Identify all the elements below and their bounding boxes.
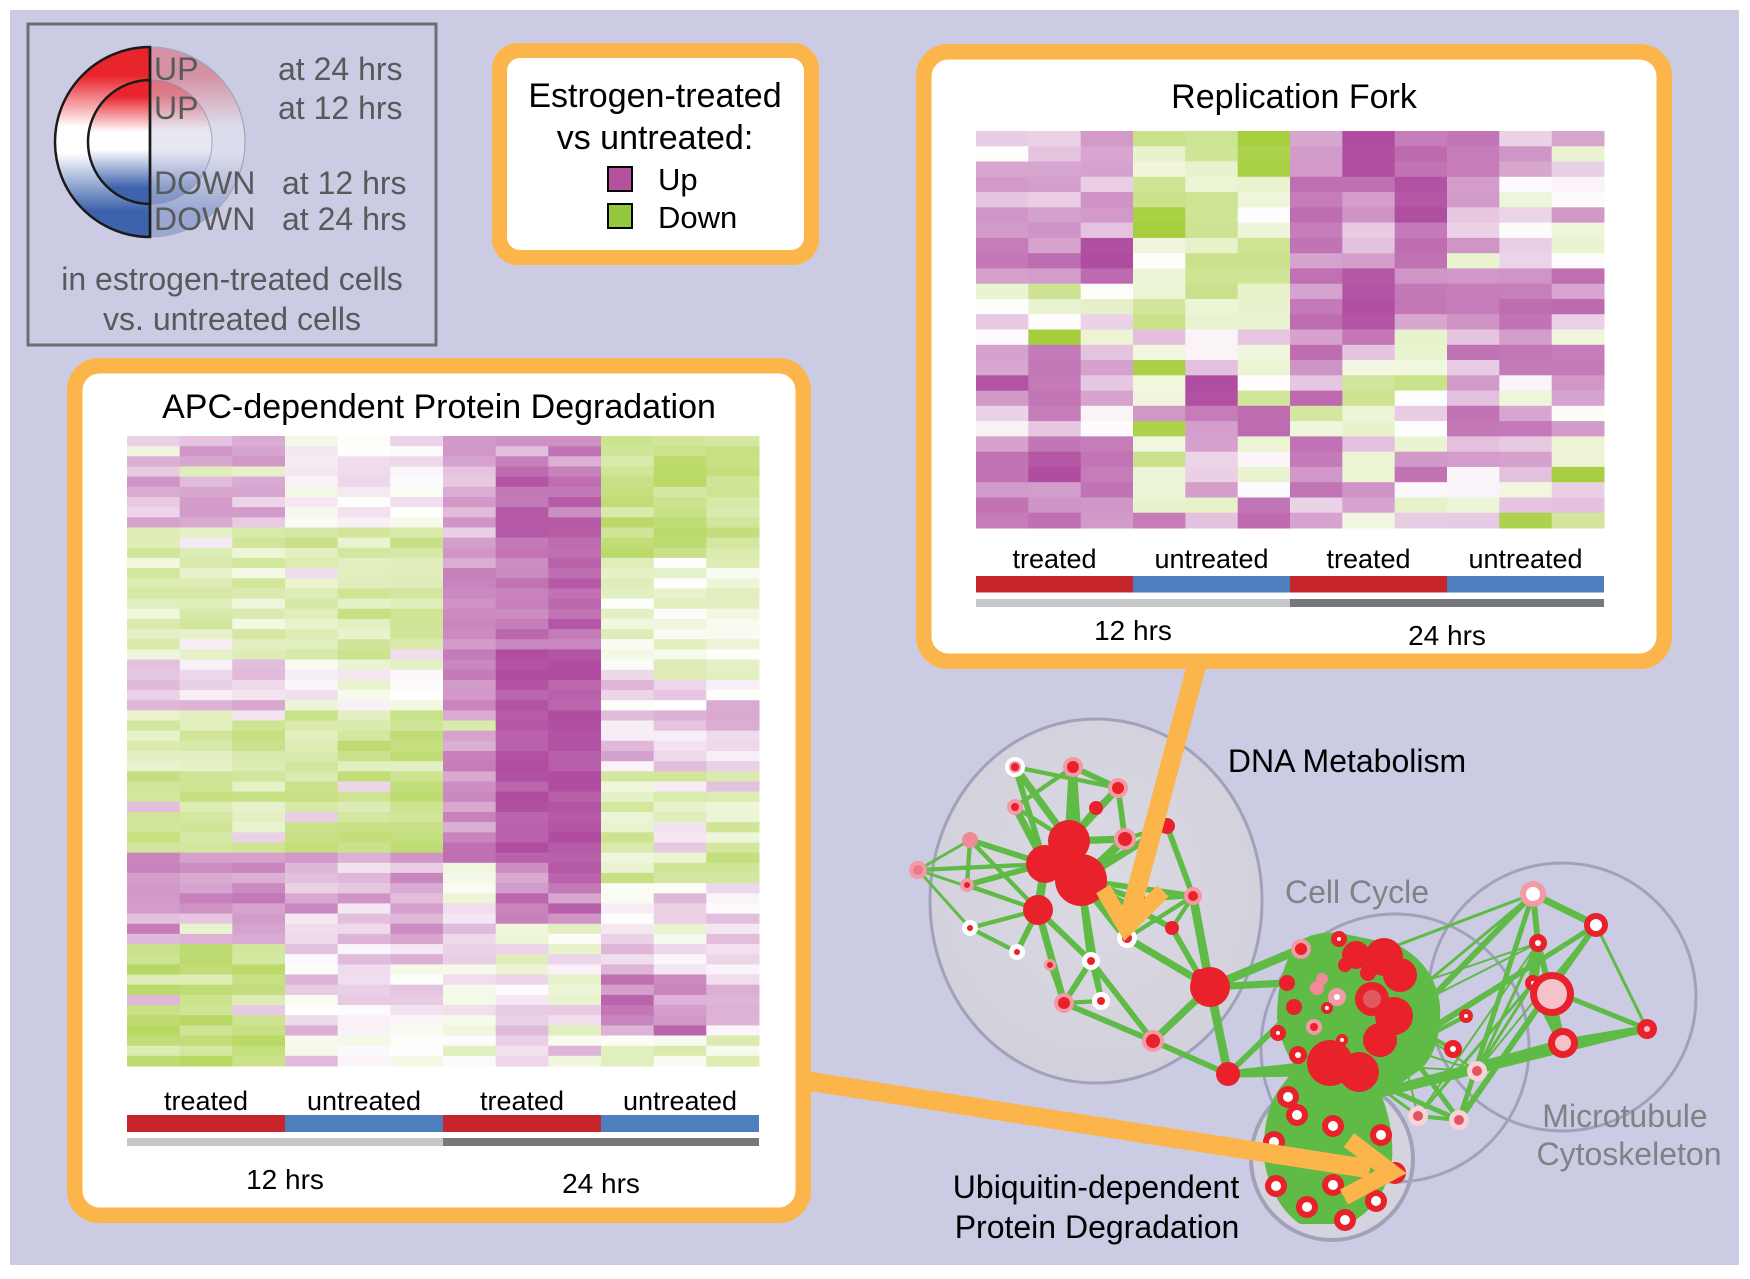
svg-text:UP: UP xyxy=(154,51,198,87)
svg-text:12 hrs: 12 hrs xyxy=(246,1164,324,1195)
svg-text:Microtubule: Microtubule xyxy=(1542,1098,1707,1134)
svg-text:untreated: untreated xyxy=(307,1086,421,1116)
svg-text:APC-dependent Protein Degradat: APC-dependent Protein Degradation xyxy=(162,388,716,426)
svg-text:Down: Down xyxy=(658,200,737,235)
svg-text:at 24 hrs: at 24 hrs xyxy=(278,51,403,87)
svg-text:treated: treated xyxy=(1326,544,1410,574)
svg-text:at 12 hrs: at 12 hrs xyxy=(282,165,407,201)
svg-text:treated: treated xyxy=(480,1086,564,1116)
svg-text:Protein Degradation: Protein Degradation xyxy=(955,1209,1240,1245)
svg-text:Replication Fork: Replication Fork xyxy=(1171,78,1418,116)
svg-text:vs untreated:: vs untreated: xyxy=(557,119,754,157)
svg-text:treated: treated xyxy=(1012,544,1096,574)
svg-text:Cytoskeleton: Cytoskeleton xyxy=(1537,1136,1722,1172)
svg-text:untreated: untreated xyxy=(1468,544,1582,574)
svg-text:24 hrs: 24 hrs xyxy=(1408,620,1486,651)
svg-text:at 12 hrs: at 12 hrs xyxy=(278,90,403,126)
svg-text:Estrogen-treated: Estrogen-treated xyxy=(528,77,781,115)
svg-text:12 hrs: 12 hrs xyxy=(1094,615,1172,646)
svg-text:UP: UP xyxy=(154,90,198,126)
svg-text:DOWN: DOWN xyxy=(154,165,255,201)
svg-text:in estrogen-treated cells: in estrogen-treated cells xyxy=(61,261,403,297)
svg-text:untreated: untreated xyxy=(623,1086,737,1116)
svg-text:at 24 hrs: at 24 hrs xyxy=(282,201,407,237)
svg-text:24 hrs: 24 hrs xyxy=(562,1168,640,1199)
svg-text:Up: Up xyxy=(658,162,698,197)
svg-text:DOWN: DOWN xyxy=(154,201,255,237)
svg-text:DNA Metabolism: DNA Metabolism xyxy=(1228,743,1466,779)
svg-text:treated: treated xyxy=(164,1086,248,1116)
svg-text:Ubiquitin-dependent: Ubiquitin-dependent xyxy=(953,1169,1240,1205)
svg-text:Cell Cycle: Cell Cycle xyxy=(1285,874,1429,910)
svg-text:untreated: untreated xyxy=(1154,544,1268,574)
svg-text:vs. untreated cells: vs. untreated cells xyxy=(103,301,361,337)
